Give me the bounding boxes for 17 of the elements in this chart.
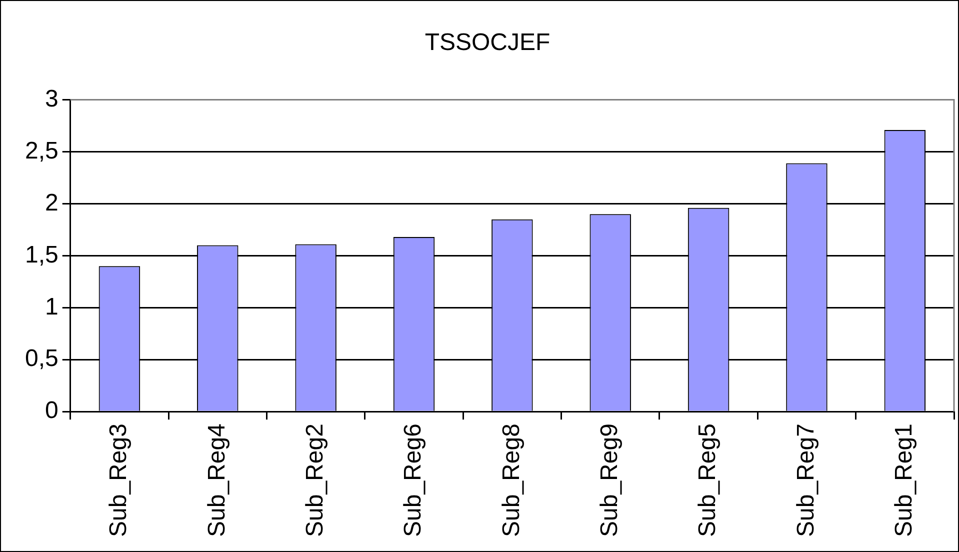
x-tick-label: Sub_Reg4 [203,424,230,538]
x-tick-label: Sub_Reg7 [792,424,820,538]
x-tick-label: Sub_Reg6 [400,424,427,538]
x-tick-label: Sub_Reg5 [694,424,722,538]
chart-title: TSSOCJEF [424,29,550,56]
y-tick-label: 2 [45,189,58,216]
y-tick-label: 1,5 [24,241,58,268]
x-tick-label: Sub_Reg1 [890,424,918,538]
y-tick-label: 0 [45,397,58,424]
y-tick-label: 3 [45,85,58,112]
x-tick-label: Sub_Reg2 [301,424,328,538]
y-tick-label: 0,5 [24,345,58,372]
y-tick-label: 2,5 [24,137,58,164]
x-tick-label: Sub_Reg9 [596,424,623,538]
x-tick-label: Sub_Reg3 [105,424,132,538]
y-tick-label: 1 [45,293,58,320]
x-tick-label: Sub_Reg8 [498,424,525,538]
